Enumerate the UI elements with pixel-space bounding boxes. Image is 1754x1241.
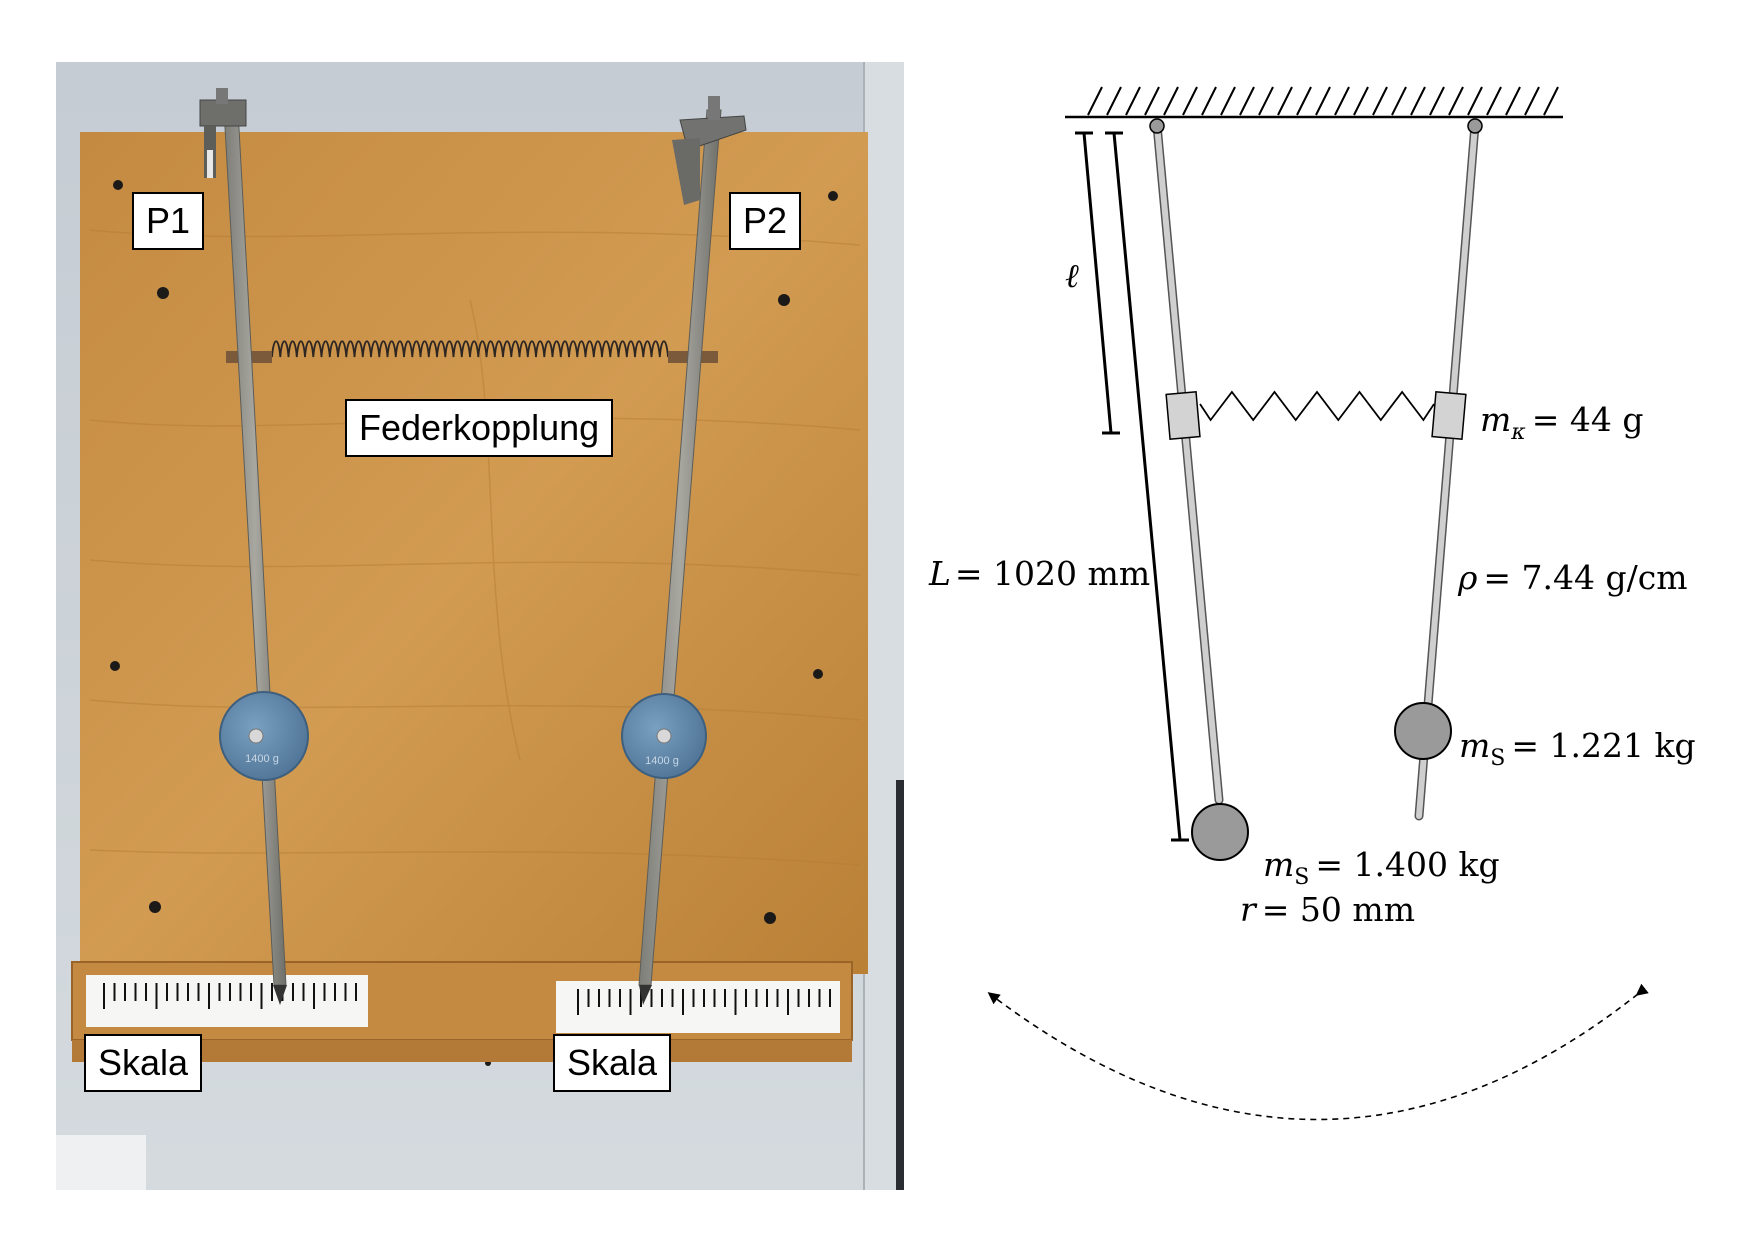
dimension-ell	[1075, 131, 1120, 435]
label-skala-right: Skala	[553, 1034, 672, 1092]
weight-right-marking: 1400 g	[645, 755, 679, 767]
board-screws	[110, 180, 838, 1066]
radius-symbol: r	[1240, 890, 1258, 929]
m-s-left-subscript: S	[1294, 865, 1309, 890]
label-p2: P2	[729, 192, 802, 250]
rod-tip-right	[639, 985, 652, 1005]
pivot-bracket-right	[672, 96, 747, 205]
coupling-spring	[271, 340, 669, 358]
weight-right: 1400 g	[621, 693, 707, 779]
scale-left-ticks	[103, 983, 357, 1009]
m-kappa-label: mκ = 44 g	[1480, 400, 1643, 445]
rod-tip-left	[273, 985, 287, 1005]
diagram-spring	[1199, 390, 1435, 422]
m-s-right-symbol: m	[1459, 726, 1490, 765]
radius-value: = 50 mm	[1262, 890, 1415, 929]
bob-right	[1394, 702, 1452, 760]
rho-label: ρ = 7.44 g/cm	[1457, 558, 1688, 597]
pivot-bracket-left	[199, 88, 247, 178]
rho-symbol: ρ	[1457, 558, 1478, 597]
m-kappa-symbol: m	[1480, 400, 1511, 439]
m-kappa-value: = 44 g	[1532, 400, 1644, 439]
diagram-rod-right	[1416, 122, 1478, 819]
scale-right	[556, 981, 840, 1033]
m-s-left-label: mS = 1.400 kg	[1263, 845, 1500, 890]
scale-left	[86, 975, 368, 1027]
m-s-right-label: mS = 1.221 kg	[1459, 726, 1696, 771]
pivot-left	[1149, 118, 1165, 134]
m-s-left-value: = 1.400 kg	[1315, 845, 1499, 884]
diagram-rod-left	[1154, 122, 1222, 803]
rho-value: = 7.44 g/cm	[1483, 558, 1687, 597]
label-federkopplung: Federkopplung	[345, 399, 614, 457]
coupling-block-left	[1165, 390, 1201, 441]
L-label: L = 1020 mm	[928, 554, 1150, 593]
label-p1: P1	[132, 192, 205, 250]
L-symbol: L	[928, 554, 951, 593]
m-kappa-subscript: κ	[1510, 420, 1526, 445]
dark-edge	[896, 780, 904, 1190]
bob-left	[1191, 803, 1249, 861]
table-corner	[56, 1135, 146, 1190]
label-skala-left: Skala	[84, 1034, 203, 1092]
ceiling-hatching	[1087, 86, 1559, 116]
weight-left-marking: 1400 g	[245, 753, 279, 765]
m-s-right-value: = 1.221 kg	[1511, 726, 1695, 765]
L-value: = 1020 mm	[955, 554, 1150, 593]
scale-right-ticks	[577, 989, 831, 1015]
swing-arc	[987, 983, 1649, 1121]
m-s-left-symbol: m	[1263, 845, 1294, 884]
pivot-right	[1467, 118, 1483, 134]
m-s-right-subscript: S	[1490, 746, 1505, 771]
ell-label: ℓ	[1065, 256, 1079, 295]
dimension-L	[1105, 131, 1189, 842]
wooden-board	[80, 132, 868, 974]
coupling-block-right	[1431, 390, 1467, 441]
radius-label: r = 50 mm	[1240, 890, 1415, 929]
weight-left: 1400 g	[219, 691, 309, 781]
